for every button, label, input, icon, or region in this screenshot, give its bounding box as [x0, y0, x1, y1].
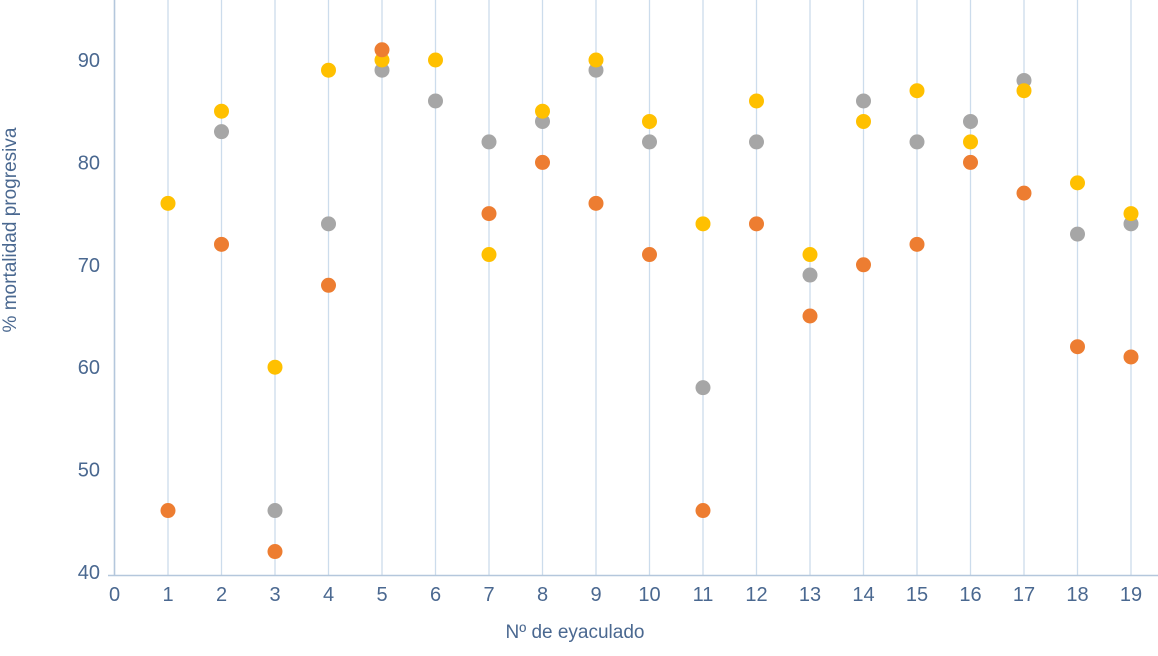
x-tick-label-14: 14	[852, 584, 874, 606]
x-tick-label-4: 4	[323, 584, 334, 606]
x-tick-label-18: 18	[1066, 584, 1088, 606]
x-tick-label-9: 9	[590, 584, 601, 606]
point-yellow-x16	[963, 134, 978, 150]
point-gray-x10	[642, 134, 657, 150]
point-yellow-x6	[428, 52, 443, 68]
y-tick-label-80: 80	[78, 152, 100, 174]
x-tick-label-19: 19	[1120, 584, 1142, 606]
point-yellow-x19	[1123, 206, 1139, 222]
point-yellow-x7	[481, 247, 497, 263]
point-gray-x11	[695, 380, 711, 396]
x-tick-label-5: 5	[376, 584, 387, 606]
point-orange-x1	[160, 503, 176, 519]
x-tick-label-11: 11	[693, 584, 714, 606]
point-yellow-x17	[1016, 83, 1032, 99]
point-orange-x5	[374, 42, 390, 58]
point-yellow-x18	[1070, 175, 1085, 191]
point-yellow-x1	[160, 195, 176, 211]
point-gray-x4	[321, 216, 336, 232]
y-tick-label-90: 90	[78, 50, 100, 72]
point-orange-x13	[802, 308, 818, 324]
y-tick-label-50: 50	[78, 460, 100, 482]
point-gray-x13	[802, 267, 818, 283]
point-gray-x2	[214, 124, 229, 140]
point-orange-x10	[642, 247, 657, 263]
point-orange-x14	[856, 257, 871, 273]
point-gray-x3	[267, 503, 283, 519]
point-orange-x2	[214, 236, 229, 252]
y-axis-title: % mortalidad progresiva	[0, 127, 21, 333]
point-yellow-x14	[856, 113, 871, 129]
x-tick-label-13: 13	[799, 584, 821, 606]
point-orange-x4	[321, 277, 336, 293]
point-orange-x9	[588, 195, 604, 211]
point-yellow-x3	[267, 359, 283, 375]
x-tick-label-7: 7	[483, 584, 494, 606]
point-yellow-x2	[214, 103, 229, 119]
x-tick-label-0: 0	[109, 584, 120, 606]
point-gray-x12	[749, 134, 764, 150]
point-gray-x6	[428, 93, 443, 109]
point-yellow-x4	[321, 62, 336, 78]
x-tick-label-17: 17	[1013, 584, 1035, 606]
point-gray-x18	[1070, 226, 1085, 242]
point-yellow-x13	[802, 247, 818, 263]
point-yellow-x15	[909, 83, 925, 99]
x-tick-label-15: 15	[906, 584, 928, 606]
point-orange-x16	[963, 154, 978, 170]
point-gray-x14	[856, 93, 871, 109]
y-tick-label-70: 70	[78, 255, 100, 277]
point-orange-x18	[1070, 339, 1085, 355]
x-tick-label-6: 6	[430, 584, 441, 606]
x-tick-label-3: 3	[269, 584, 280, 606]
x-tick-label-1: 1	[162, 584, 173, 606]
point-orange-x17	[1016, 185, 1032, 201]
point-orange-x12	[749, 216, 764, 232]
x-axis-title: Nº de eyaculado	[505, 622, 645, 643]
x-tick-label-10: 10	[638, 584, 660, 606]
y-tick-label-60: 60	[78, 357, 100, 379]
x-tick-label-8: 8	[537, 584, 548, 606]
x-tick-label-16: 16	[959, 584, 981, 606]
point-yellow-x8	[535, 103, 550, 119]
point-orange-x3	[267, 544, 283, 560]
point-gray-x7	[481, 134, 497, 150]
point-yellow-x9	[588, 52, 604, 68]
point-gray-x16	[963, 113, 978, 129]
point-orange-x11	[695, 503, 711, 519]
point-orange-x8	[535, 154, 550, 170]
x-tick-label-2: 2	[216, 584, 227, 606]
point-gray-x15	[909, 134, 925, 150]
point-yellow-x10	[642, 113, 657, 129]
point-yellow-x12	[749, 93, 764, 109]
point-orange-x7	[481, 206, 497, 222]
x-tick-label-12: 12	[745, 584, 767, 606]
point-orange-x15	[909, 236, 925, 252]
point-orange-x19	[1123, 349, 1139, 365]
point-yellow-x11	[695, 216, 711, 232]
y-tick-label-40: 40	[78, 562, 100, 584]
